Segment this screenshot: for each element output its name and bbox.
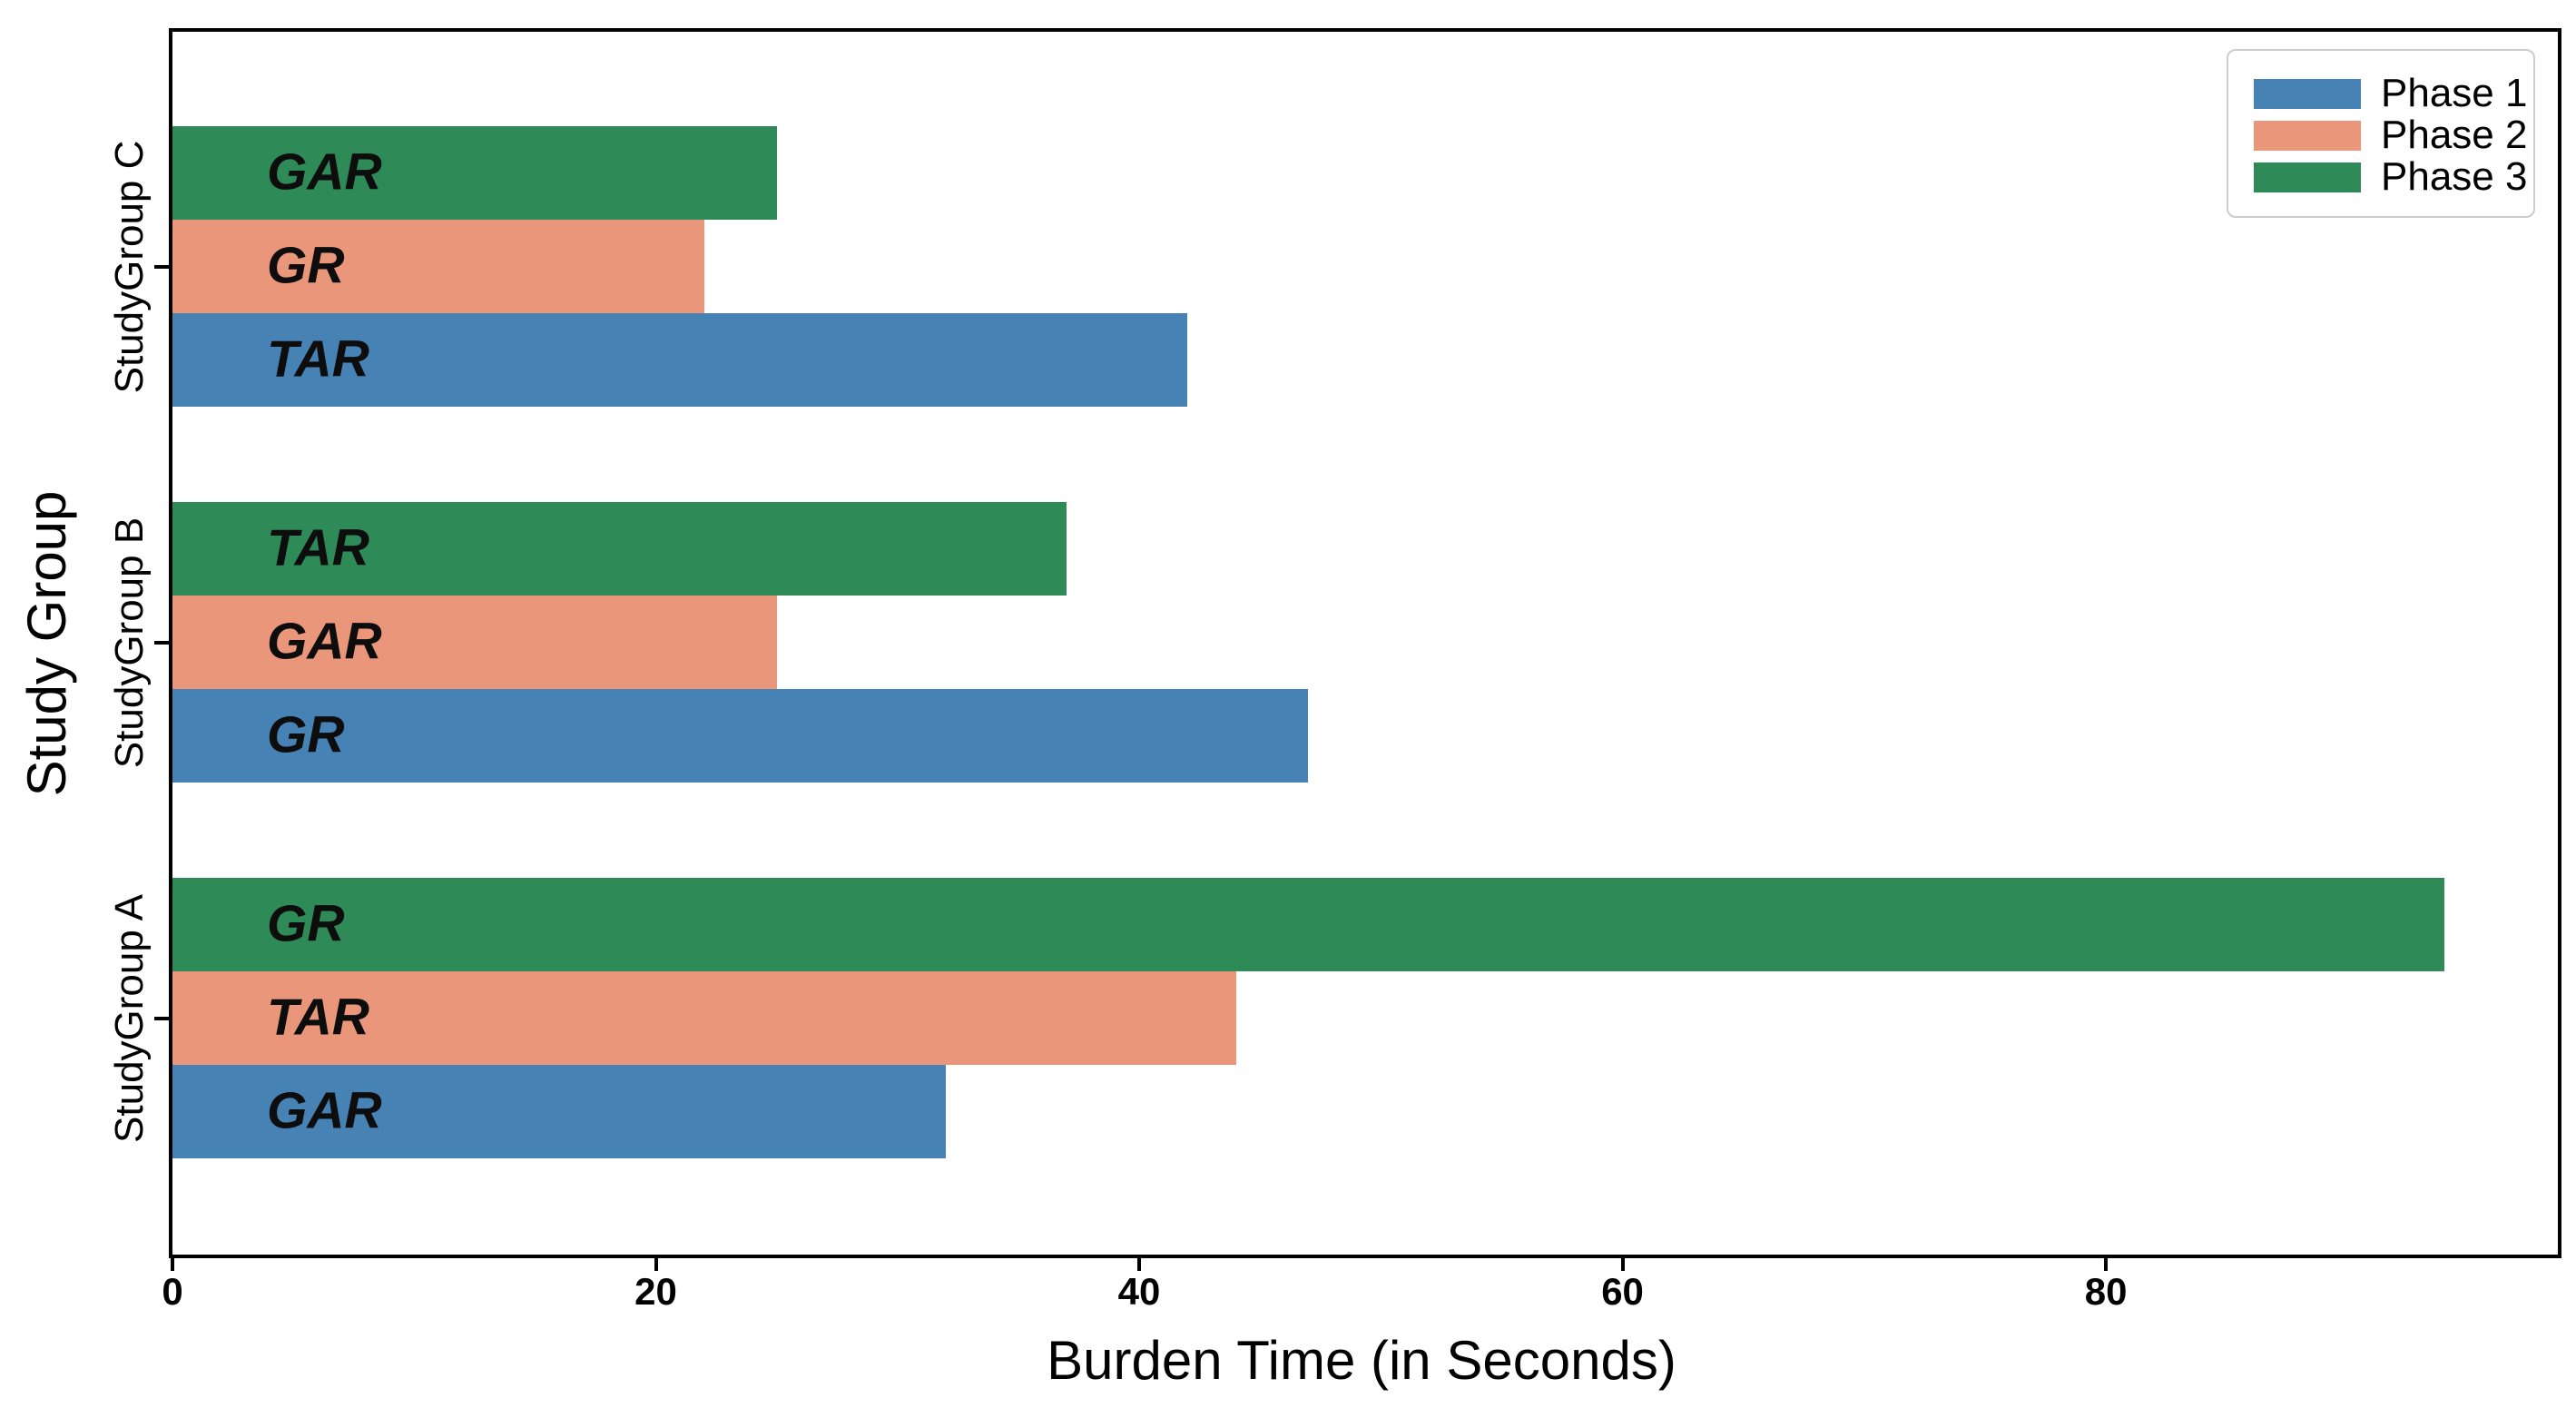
legend-entry-phase-1: Phase 1 <box>2254 71 2528 115</box>
bar-label-gar: GAR <box>267 611 382 670</box>
plot-area: GAR GR TAR TAR GAR GR GR TAR GAR StudyGroup C Stu… <box>107 28 2561 1311</box>
bar-studygroup-c-phase-1: TAR <box>172 313 1188 407</box>
bar-label-gr: GR <box>267 893 345 952</box>
bar-label-gr: GR <box>267 235 345 294</box>
bar-studygroup-b-phase-2: GAR <box>172 596 777 689</box>
y-tick-label-studygroup-b: StudyGroup B <box>107 517 152 768</box>
bar-label-tar: TAR <box>267 517 369 576</box>
bar-label-tar: TAR <box>267 987 369 1046</box>
x-tick-label-80: 80 <box>2084 1270 2128 1313</box>
x-tick-mark <box>171 1258 174 1271</box>
x-tick-mark <box>1137 1258 1142 1271</box>
bar-studygroup-a-phase-2: TAR <box>172 971 1236 1065</box>
legend-swatch-phase-3 <box>2254 162 2361 192</box>
x-tick-label-20: 20 <box>634 1270 677 1313</box>
legend-entry-phase-2: Phase 2 <box>2254 113 2528 157</box>
y-tick-label-studygroup-a: StudyGroup A <box>107 893 152 1143</box>
x-axis-title: Burden Time (in Seconds) <box>1047 1330 1676 1391</box>
legend-label: Phase 2 <box>2381 113 2528 157</box>
bar-studygroup-b-phase-3: TAR <box>172 502 1067 596</box>
y-tick-mark <box>154 1016 169 1020</box>
bar-studygroup-a-phase-3: GR <box>172 878 2444 971</box>
legend-swatch-phase-1 <box>2254 78 2361 109</box>
x-tick-mark <box>2104 1258 2109 1271</box>
x-tick-label-40: 40 <box>1117 1270 1161 1313</box>
bar-studygroup-a-phase-1: GAR <box>172 1065 947 1158</box>
x-tick-mark <box>654 1258 658 1271</box>
legend-entry-phase-3: Phase 3 <box>2254 154 2528 199</box>
y-tick-label-studygroup-c: StudyGroup C <box>107 140 152 393</box>
bar-studygroup-b-phase-1: GR <box>172 689 1309 783</box>
y-axis-title: Study Group <box>16 490 77 797</box>
bar-studygroup-c-phase-2: GR <box>172 220 704 313</box>
x-tick-mark <box>1620 1258 1625 1271</box>
legend-label: Phase 1 <box>2381 71 2528 115</box>
x-tick-label-60: 60 <box>1601 1270 1644 1313</box>
y-tick-mark <box>154 264 169 269</box>
x-tick-label-0: 0 <box>162 1270 183 1313</box>
bar-label-gar: GAR <box>267 1080 382 1139</box>
legend-swatch-phase-2 <box>2254 120 2361 151</box>
legend: Phase 1 Phase 2 Phase 3 <box>2227 49 2535 218</box>
bar-studygroup-c-phase-3: GAR <box>172 126 777 220</box>
legend-label: Phase 3 <box>2381 154 2528 199</box>
bar-label-gr: GR <box>267 704 345 763</box>
bar-label-tar: TAR <box>267 329 369 388</box>
bar-label-gar: GAR <box>267 142 382 201</box>
y-tick-mark <box>154 640 169 645</box>
